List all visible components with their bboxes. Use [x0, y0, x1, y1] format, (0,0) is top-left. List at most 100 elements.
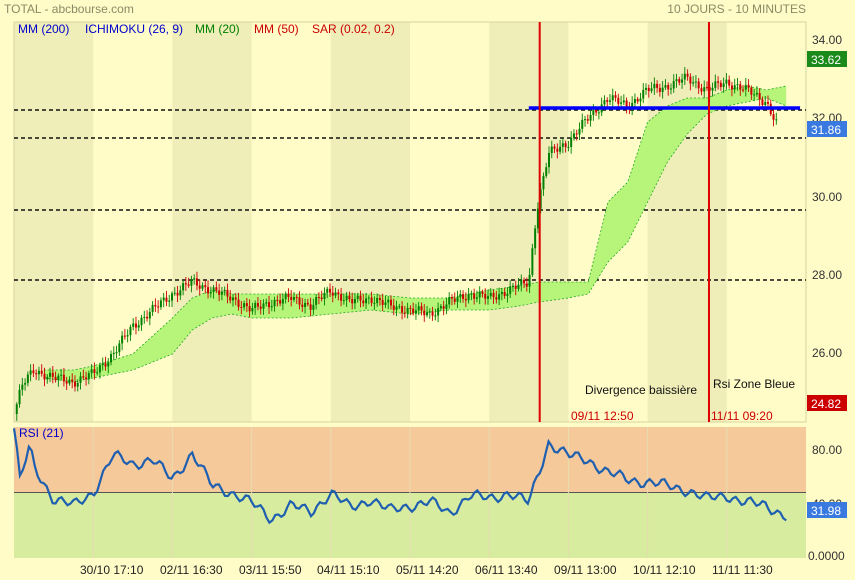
candle-body [60, 374, 63, 376]
chart-period: 10 JOURS - 10 MINUTES [667, 2, 806, 16]
candle-body [578, 128, 581, 135]
candle-body [450, 297, 453, 299]
candle-body [642, 89, 645, 99]
candle-body [595, 109, 598, 113]
candle-body [547, 153, 550, 168]
candle-body [268, 302, 271, 308]
candle-body [362, 300, 365, 304]
candle-body [669, 88, 672, 90]
candle-body [93, 369, 96, 373]
candle-body [664, 85, 667, 88]
candle-body [750, 87, 753, 95]
candle-body [614, 95, 617, 98]
candle-body [414, 310, 417, 314]
candle-body [337, 292, 340, 295]
candle-body [323, 292, 326, 299]
candle-body [531, 248, 534, 275]
candle-body [744, 84, 747, 90]
candle-body [597, 112, 600, 114]
candle-body [492, 292, 495, 298]
candle-body [431, 311, 434, 316]
session-band [489, 22, 569, 422]
candle-body [495, 297, 498, 300]
candle-body [207, 287, 210, 294]
candle-body [265, 302, 268, 304]
candle-body [758, 92, 761, 100]
candle-body [315, 297, 318, 305]
x-tick-label: 30/10 17:10 [80, 563, 144, 577]
candle-body [140, 317, 143, 326]
candle-body [567, 146, 570, 148]
candle-body [49, 372, 52, 377]
candle-body [298, 297, 301, 305]
rsi-line [12, 428, 787, 525]
candle-body [423, 310, 426, 316]
candle-body [245, 303, 248, 307]
candle-body [68, 379, 71, 384]
candle-body [148, 311, 151, 319]
candle-body [572, 133, 575, 138]
candle-body [32, 370, 35, 374]
candle-body [725, 79, 728, 84]
candle-body [342, 300, 345, 302]
candle-body [653, 83, 656, 89]
candle-body [137, 325, 140, 328]
rsi-tick-label: 0.0000 [808, 549, 845, 563]
legend-mm50: MM (50) [254, 22, 299, 36]
candle-body [503, 291, 506, 296]
candle-body [184, 283, 187, 285]
candle-body [739, 84, 742, 90]
candle-body [464, 298, 467, 301]
legend-sar: SAR (0.02, 0.2) [312, 22, 395, 36]
candle-body [26, 374, 29, 384]
candle-body [675, 79, 678, 82]
candle-body [159, 300, 162, 308]
candle-body [681, 79, 684, 83]
candle-body [420, 306, 423, 311]
x-tick-label: 09/11 13:00 [554, 563, 617, 577]
candle-body [162, 297, 165, 301]
candle-body [639, 98, 642, 102]
candle-body [71, 379, 74, 382]
rsi-title: RSI (21) [19, 426, 64, 440]
candle-body [633, 99, 636, 104]
candle-body [57, 375, 60, 381]
candle-body [134, 323, 137, 328]
event-markers [538, 22, 710, 422]
candle-body [365, 298, 368, 304]
legend-mm20: MM (20) [195, 22, 240, 36]
candle-body [195, 278, 198, 286]
session-band [172, 22, 252, 422]
candle-body [761, 99, 764, 105]
candle-body [254, 302, 257, 308]
candle-body [401, 306, 404, 313]
annotation-divergence: Divergence baissière [585, 383, 697, 397]
candle-body [700, 88, 703, 92]
candle-body [96, 372, 99, 374]
candle-body [445, 304, 448, 309]
candle-body [276, 299, 279, 301]
candle-body [683, 73, 686, 80]
legend-ichimoku: ICHIMOKU (26, 9) [85, 22, 183, 36]
candle-body [176, 292, 179, 296]
candle-body [453, 298, 456, 302]
candle-body [733, 85, 736, 90]
candle-body [129, 326, 132, 336]
candle-body [584, 119, 587, 121]
candle-body [606, 100, 609, 102]
candle-body [500, 291, 503, 295]
candle-body [398, 306, 401, 308]
candle-body [110, 354, 113, 363]
y-tick-label: 26.00 [812, 346, 842, 360]
cloud-upper-edge [43, 85, 787, 371]
candle-body [498, 294, 501, 300]
candle-body [564, 143, 567, 148]
candle-body [190, 279, 193, 286]
indicator-legend: MM (200) ICHIMOKU (26, 9) MM (20) MM (50… [18, 22, 395, 36]
candle-body [79, 376, 82, 383]
candle-body [736, 84, 739, 86]
x-tick-label: 11/11 11:30 [712, 563, 773, 577]
event-date-1: 09/11 12:50 [571, 409, 634, 423]
candle-body [426, 312, 429, 316]
